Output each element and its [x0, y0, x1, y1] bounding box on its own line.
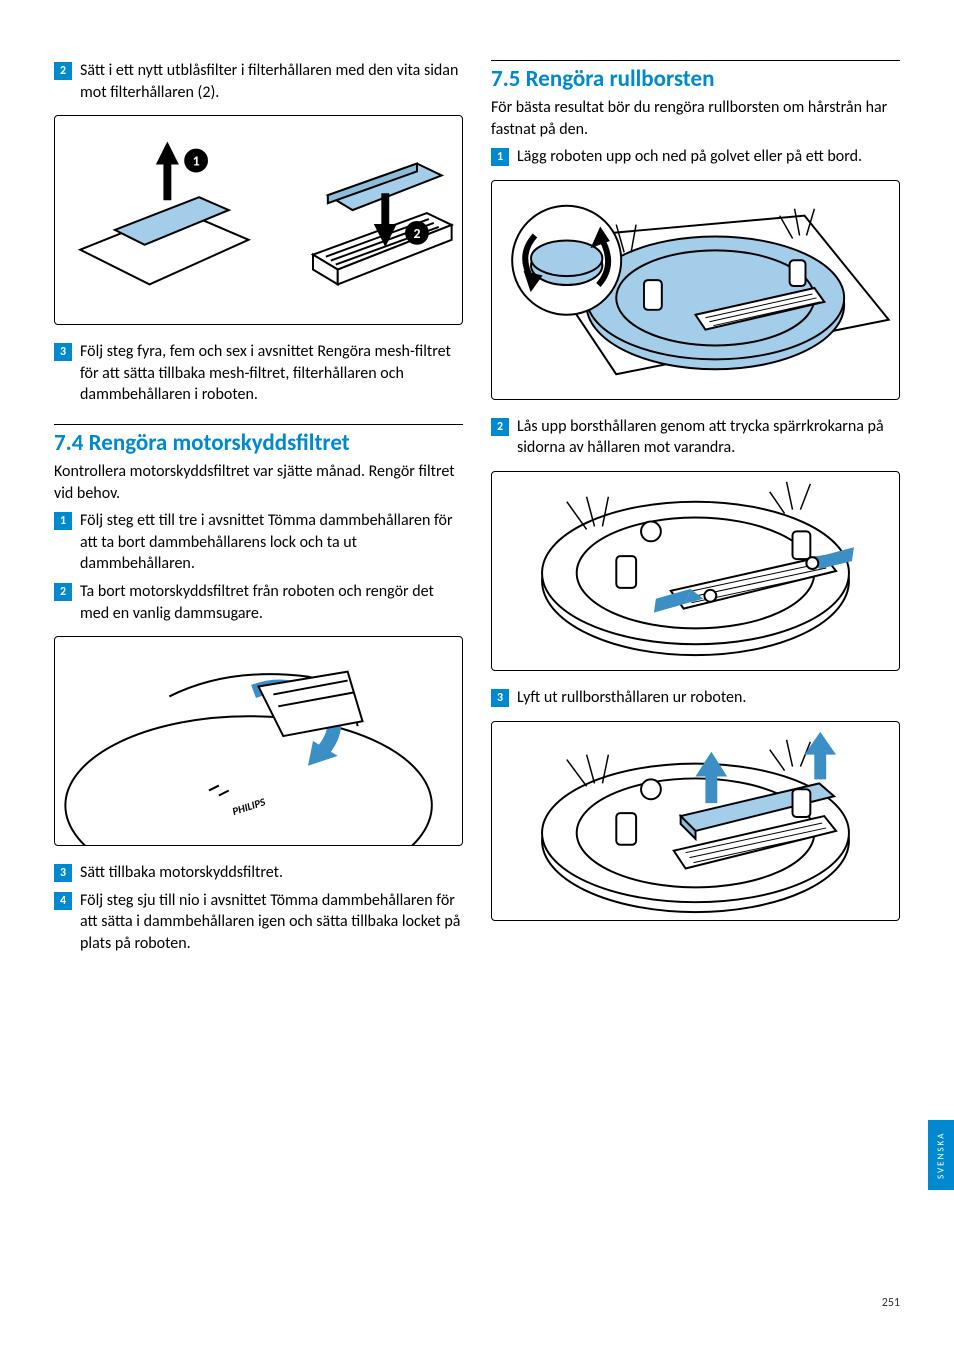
illustration-robot-latches	[491, 471, 900, 671]
page-number: 251	[882, 1296, 900, 1310]
section-divider	[54, 424, 463, 425]
section-title-75: 7.5 Rengöra rullborsten	[491, 65, 900, 93]
left-column: 2 Sätt i ett nytt utblåsfilter i filterh…	[54, 60, 463, 961]
illustration-robot-lift-brush	[491, 721, 900, 921]
svg-text:2: 2	[413, 225, 420, 242]
step-75-1: 1 Lägg roboten upp och ned på golvet ell…	[491, 146, 900, 168]
step-number-icon: 3	[54, 343, 72, 361]
illustration-robot-flip	[491, 180, 900, 400]
step-number-icon: 3	[54, 864, 72, 882]
step-text: Ta bort motorskyddsfiltret från roboten …	[80, 581, 463, 624]
illustration-filter-insert: 1 2	[54, 115, 463, 325]
language-tab: SVENSKA	[928, 1120, 954, 1190]
section-intro: Kontrollera motorskyddsfiltret var sjätt…	[54, 461, 463, 504]
step-74-3: 3 Sätt tillbaka motorskyddsfiltret.	[54, 862, 463, 884]
step-number-icon: 1	[491, 148, 509, 166]
step-text: Lås upp borsthållaren genom att trycka s…	[517, 416, 900, 459]
step-text: Sätt i ett nytt utblåsfilter i filterhål…	[80, 60, 463, 103]
step-3: 3 Följ steg fyra, fem och sex i avsnitte…	[54, 341, 463, 406]
section-divider	[491, 60, 900, 61]
right-column: 7.5 Rengöra rullborsten För bästa result…	[491, 60, 900, 961]
step-number-icon: 4	[54, 892, 72, 910]
step-number-icon: 3	[491, 689, 509, 707]
step-text: Lägg roboten upp och ned på golvet eller…	[517, 146, 900, 168]
step-text: Följ steg fyra, fem och sex i avsnittet …	[80, 341, 463, 406]
step-text: Lyft ut rullborsthållaren ur roboten.	[517, 687, 900, 709]
svg-text:1: 1	[193, 153, 200, 170]
step-74-4: 4 Följ steg sju till nio i avsnittet Töm…	[54, 890, 463, 955]
step-number-icon: 2	[54, 583, 72, 601]
section-title-74: 7.4 Rengöra motorskyddsfiltret	[54, 429, 463, 457]
section-intro: För bästa resultat bör du rengöra rullbo…	[491, 97, 900, 140]
step-74-1: 1 Följ steg ett till tre i avsnittet Töm…	[54, 510, 463, 575]
step-2: 2 Sätt i ett nytt utblåsfilter i filterh…	[54, 60, 463, 103]
illustration-motor-filter: PHILIPS	[54, 636, 463, 846]
step-74-2: 2 Ta bort motorskyddsfiltret från robote…	[54, 581, 463, 624]
step-number-icon: 2	[54, 62, 72, 80]
step-number-icon: 1	[54, 512, 72, 530]
step-text: Sätt tillbaka motorskyddsfiltret.	[80, 862, 463, 884]
step-text: Följ steg sju till nio i avsnittet Tömma…	[80, 890, 463, 955]
step-75-3: 3 Lyft ut rullborsthållaren ur roboten.	[491, 687, 900, 709]
step-number-icon: 2	[491, 418, 509, 436]
step-75-2: 2 Lås upp borsthållaren genom att trycka…	[491, 416, 900, 459]
step-text: Följ steg ett till tre i avsnittet Tömma…	[80, 510, 463, 575]
